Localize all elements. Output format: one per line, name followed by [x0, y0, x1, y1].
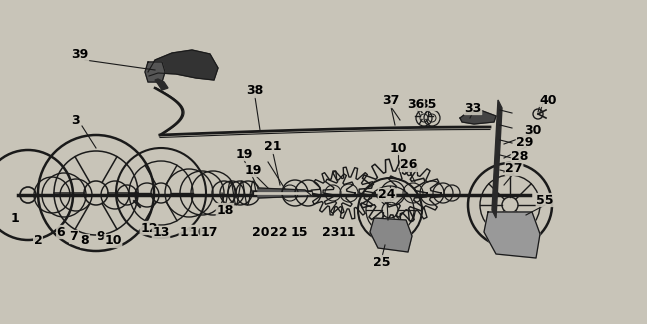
Text: 37: 37 [382, 95, 400, 108]
Text: 10: 10 [389, 142, 407, 155]
Text: 11: 11 [338, 226, 356, 239]
Polygon shape [370, 218, 412, 252]
Text: 7: 7 [70, 230, 78, 244]
Text: 18: 18 [216, 203, 234, 216]
Text: 17: 17 [201, 226, 218, 238]
Text: 9: 9 [96, 229, 105, 242]
Text: 15: 15 [291, 226, 308, 239]
Text: 24: 24 [378, 189, 396, 202]
Text: 19: 19 [245, 164, 261, 177]
Text: 36: 36 [408, 98, 424, 110]
Text: 29: 29 [516, 136, 534, 149]
Polygon shape [484, 212, 540, 258]
Polygon shape [155, 79, 168, 90]
Polygon shape [492, 100, 502, 218]
Text: 35: 35 [419, 98, 437, 110]
Text: 1: 1 [10, 212, 19, 225]
Text: 3: 3 [72, 113, 80, 126]
Text: 8: 8 [81, 235, 89, 248]
Text: 40: 40 [539, 94, 557, 107]
Text: 13: 13 [152, 226, 170, 239]
Text: 15: 15 [179, 226, 197, 238]
Text: 30: 30 [524, 123, 542, 136]
Text: 6: 6 [57, 226, 65, 238]
Text: 55: 55 [536, 193, 554, 206]
Text: 19: 19 [236, 147, 253, 160]
Text: 27: 27 [505, 163, 523, 176]
Text: 33: 33 [465, 101, 481, 114]
Polygon shape [148, 50, 218, 80]
Polygon shape [258, 188, 312, 198]
Text: 23: 23 [322, 226, 340, 239]
Polygon shape [460, 110, 496, 124]
Text: 38: 38 [247, 85, 263, 98]
Text: 26: 26 [400, 158, 418, 171]
Text: 25: 25 [373, 256, 391, 269]
Text: 16: 16 [190, 226, 206, 238]
Text: 21: 21 [264, 141, 281, 154]
Text: 22: 22 [270, 226, 288, 238]
Text: 39: 39 [71, 49, 89, 62]
Text: 2: 2 [34, 234, 42, 247]
Text: 10: 10 [104, 235, 122, 248]
Text: 28: 28 [511, 149, 529, 163]
Polygon shape [145, 62, 165, 82]
Text: 12: 12 [140, 222, 158, 235]
Text: 20: 20 [252, 226, 270, 238]
